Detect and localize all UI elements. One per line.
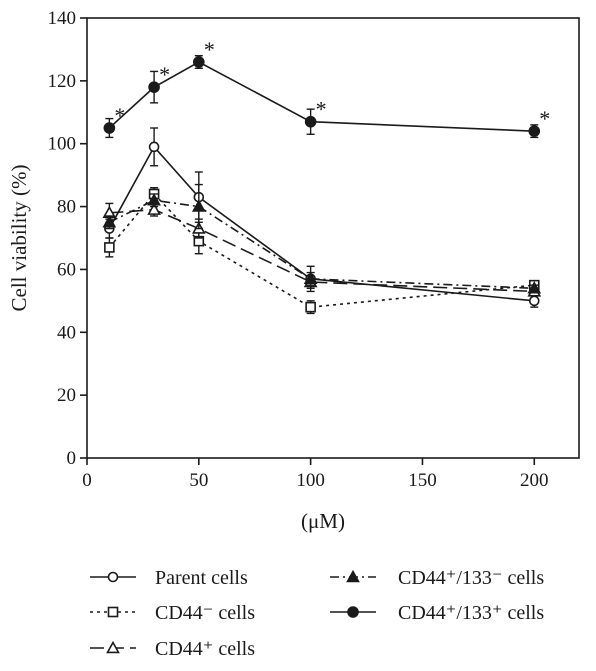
legend-marker — [106, 640, 120, 654]
data-point — [148, 141, 160, 153]
data-point — [147, 202, 161, 215]
data-point — [102, 215, 117, 228]
x-tick-label: 150 — [408, 470, 437, 491]
significance-star: * — [114, 103, 125, 128]
significance-star: * — [316, 97, 327, 122]
legend-marker — [347, 606, 359, 618]
series-line — [108, 192, 535, 308]
data-point — [305, 301, 316, 313]
y-tick-label: 120 — [48, 71, 77, 92]
data-point — [104, 242, 115, 253]
x-tick-label: 50 — [189, 470, 208, 491]
data-point — [193, 56, 205, 68]
y-tick-label: 100 — [48, 134, 77, 155]
legend-item: Parent cells — [90, 567, 248, 589]
legend-label: CD44⁺/133⁺ cells — [398, 602, 544, 624]
data-point — [148, 81, 160, 93]
significance-star: * — [204, 37, 215, 62]
y-tick-label: 20 — [57, 385, 76, 406]
y-tick-label: 0 — [67, 448, 77, 469]
y-tick-label: 140 — [48, 8, 77, 29]
data-point — [528, 295, 540, 307]
plot-frame — [86, 17, 580, 459]
legend-marker — [346, 569, 360, 583]
annotation-layer: * * * * * — [114, 37, 550, 131]
x-tick-label: 100 — [296, 470, 325, 491]
series-line — [109, 199, 535, 290]
data-point — [147, 193, 161, 206]
legend-marker — [107, 606, 119, 618]
series-4 — [103, 55, 541, 139]
legend-item: CD44⁻ cells — [90, 602, 255, 624]
data-point — [528, 125, 541, 137]
legend-item: CD44⁺ cells — [90, 638, 255, 660]
y-tick-label: 60 — [57, 259, 76, 280]
legend-label: CD44⁺/133⁻ cells — [398, 567, 544, 589]
data-point — [103, 122, 116, 134]
legend-label: Parent cells — [155, 567, 248, 589]
x-tick-label: 0 — [82, 470, 92, 491]
series-layer — [102, 55, 542, 315]
legend-item: CD44⁺/133⁺ cells — [330, 602, 544, 624]
legend: Parent cells CD44⁻ cells CD44⁺ cells CD44⁺/… — [90, 567, 544, 660]
legend-marker — [107, 571, 119, 583]
x-tick-label: 200 — [520, 470, 549, 491]
y-axis-label: Cell viability (%) — [7, 165, 31, 312]
legend-item: CD44⁺/133⁻ cells — [330, 567, 544, 589]
y-tick-label: 80 — [57, 197, 76, 218]
series-0 — [104, 127, 540, 308]
data-point — [303, 271, 318, 285]
data-point — [527, 281, 542, 294]
legend-label: CD44⁺ cells — [155, 638, 255, 660]
legend-label: CD44⁻ cells — [155, 602, 255, 624]
axes: 0 20 40 60 80 100 120 140 0 50 100 150 200 — [48, 8, 580, 491]
data-point — [191, 199, 206, 212]
series-line — [108, 145, 535, 302]
y-tick-label: 40 — [57, 322, 76, 343]
x-axis-label: (μM) — [301, 509, 345, 533]
significance-star: * — [539, 106, 550, 131]
significance-star: * — [159, 62, 170, 87]
data-point — [304, 115, 317, 128]
series-2 — [102, 202, 542, 297]
series-3 — [102, 183, 542, 294]
